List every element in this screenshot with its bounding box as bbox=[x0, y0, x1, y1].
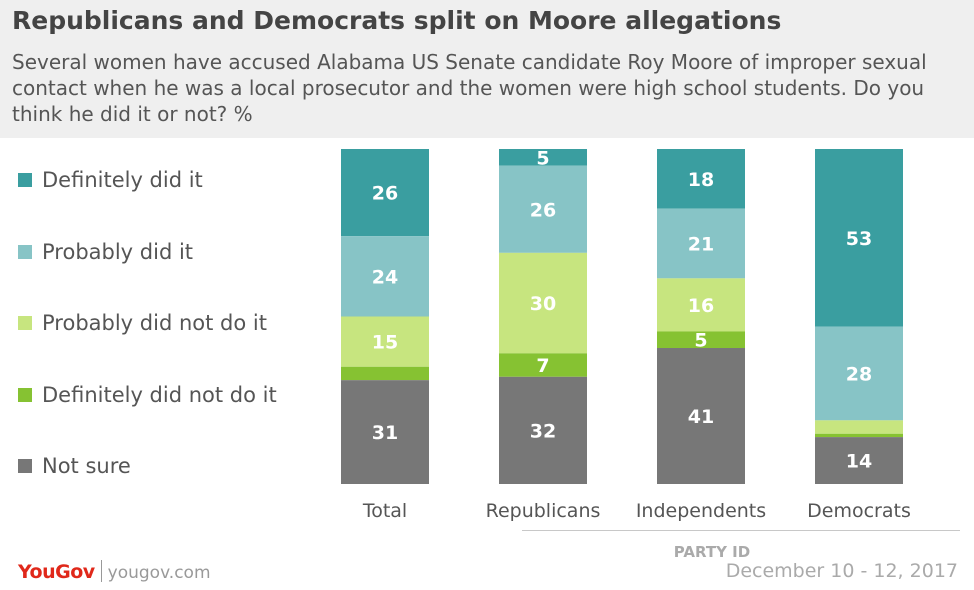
bar-segment-republicans-probably-did-it bbox=[499, 165, 587, 253]
data-label: 5 bbox=[536, 147, 549, 169]
legend-swatch bbox=[18, 387, 32, 402]
bar-segment-independents-not-sure bbox=[657, 348, 745, 484]
yougov-logo: YouGov yougov.com bbox=[18, 560, 211, 583]
bar-segment-republicans-not-sure bbox=[499, 376, 587, 484]
bar-segment-independents-probably-did-it bbox=[657, 208, 745, 279]
legend-item-probably-did-it: Probably did it bbox=[18, 234, 193, 270]
bar-segment-democrats-definitely-did-it bbox=[815, 149, 903, 327]
data-label: 7 bbox=[536, 355, 549, 377]
logo-divider bbox=[100, 560, 102, 582]
data-label: 26 bbox=[372, 183, 398, 205]
category-label-democrats: Democrats bbox=[807, 500, 911, 522]
category-label-republicans: Republicans bbox=[486, 500, 601, 522]
data-label: 31 bbox=[372, 422, 398, 444]
party-id-axis-line bbox=[522, 530, 960, 531]
bar-segment-total-not-sure bbox=[341, 380, 429, 484]
data-label: 24 bbox=[372, 266, 398, 288]
data-label: 14 bbox=[846, 451, 872, 473]
legend-swatch bbox=[18, 316, 32, 330]
legend-swatch bbox=[18, 244, 32, 259]
bar-segment-total-probably-did-not-do-it bbox=[341, 316, 429, 367]
legend-item-definitely-did-not-do-it: Definitely did not do it bbox=[18, 377, 277, 413]
data-label: 21 bbox=[688, 234, 714, 256]
bar-segment-total-definitely-did-not-do-it bbox=[341, 366, 429, 381]
logo-url: yougov.com bbox=[107, 563, 211, 583]
legend-label: Probably did it bbox=[42, 239, 194, 264]
legend-item-definitely-did-it: Definitely did it bbox=[18, 162, 203, 198]
legend-label: Definitely did not do it bbox=[42, 382, 277, 407]
party-id-axis-label: PARTY ID bbox=[673, 543, 751, 561]
header-band: Republicans and Democrats split on Moore… bbox=[0, 0, 974, 138]
bar-segment-independents-definitely-did-it bbox=[657, 149, 745, 209]
category-label-independents: Independents bbox=[636, 500, 766, 522]
bar-segment-total-probably-did-it bbox=[341, 236, 429, 317]
logo-text: YouGov bbox=[18, 561, 95, 583]
data-label: 16 bbox=[688, 295, 714, 317]
data-label: 41 bbox=[688, 406, 714, 428]
bar-segment-democrats-not-sure bbox=[815, 437, 903, 484]
legend-label: Probably did not do it bbox=[42, 311, 267, 335]
data-label: 15 bbox=[372, 332, 398, 354]
chart-subtitle: Several women have accused Alabama US Se… bbox=[12, 50, 927, 126]
data-label: 30 bbox=[530, 293, 556, 315]
category-label-total: Total bbox=[362, 500, 407, 522]
data-label: 32 bbox=[530, 420, 556, 442]
bar-segment-republicans-probably-did-not-do-it bbox=[499, 252, 587, 354]
data-label: 28 bbox=[846, 363, 872, 385]
data-label: 26 bbox=[530, 199, 556, 221]
bar-segment-independents-definitely-did-not-do-it bbox=[657, 331, 745, 349]
data-label: 53 bbox=[846, 228, 872, 250]
bar-segment-democrats-definitely-did-not-do-it bbox=[815, 433, 903, 438]
bar-segment-democrats-probably-did-not-do-it bbox=[815, 420, 903, 434]
bar-segment-republicans-definitely-did-not-do-it bbox=[499, 353, 587, 377]
legend-item-not-sure: Not sure bbox=[18, 448, 131, 484]
legend-swatch bbox=[18, 173, 32, 187]
bar-segment-total-definitely-did-it bbox=[341, 149, 429, 237]
chart-title: Republicans and Democrats split on Moore… bbox=[12, 6, 782, 35]
legend-item-probably-did-not-do-it: Probably did not do it bbox=[18, 305, 267, 341]
data-label: 18 bbox=[688, 169, 714, 191]
survey-date: December 10 - 12, 2017 bbox=[725, 560, 958, 582]
bar-segment-independents-probably-did-not-do-it bbox=[657, 278, 745, 332]
legend-label: Definitely did it bbox=[42, 168, 203, 192]
bar-segment-democrats-probably-did-it bbox=[815, 326, 903, 421]
bar-segment-republicans-definitely-did-it bbox=[499, 149, 587, 166]
legend-label: Not sure bbox=[42, 454, 131, 478]
data-label: 5 bbox=[694, 330, 707, 352]
legend-swatch bbox=[18, 459, 32, 473]
